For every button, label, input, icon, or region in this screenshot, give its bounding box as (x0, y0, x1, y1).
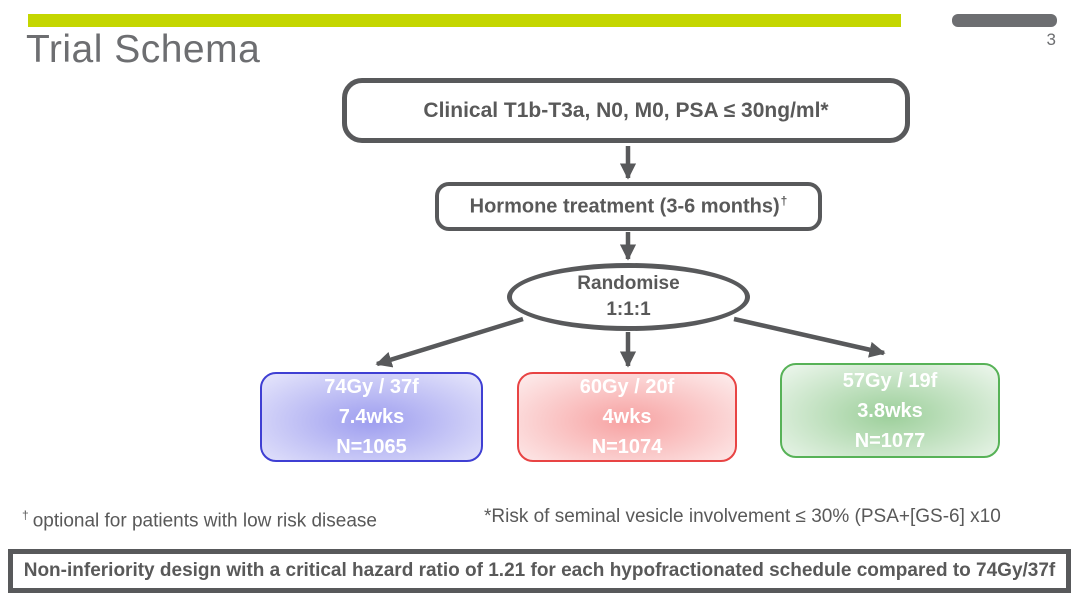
footnote-dagger-text: optional for patients with low risk dise… (32, 510, 377, 532)
arm-box-74gy: 74Gy / 37f 7.4wks N=1065 (260, 372, 483, 462)
randomise-ratio: 1:1:1 (606, 299, 651, 320)
non-inferiority-note-box: Non-inferiority design with a critical h… (8, 549, 1071, 593)
footnote-asterisk-text: *Risk of seminal vesicle involvement ≤ 3… (484, 506, 1001, 527)
arm-dose: 57Gy / 19f (842, 369, 938, 392)
hormone-box: Hormone treatment (3-6 months)† (435, 182, 822, 231)
arm-enrolled: N=1077 (854, 429, 926, 452)
non-inferiority-note: Non-inferiority design with a critical h… (23, 560, 1056, 581)
corner-bar (952, 14, 1057, 27)
arm-duration: 3.8wks (857, 399, 923, 422)
eligibility-label: Clinical T1b-T3a, N0, M0, PSA ≤ 30ng/ml* (423, 98, 829, 122)
randomise-ellipse: Randomise 1:1:1 (507, 263, 750, 331)
accent-bar (28, 14, 901, 27)
arm-dose: 74Gy / 37f (324, 376, 419, 398)
arm-dose: 60Gy / 20f (579, 376, 675, 398)
arm-enrolled: N=1074 (591, 436, 663, 458)
randomise-label: Randomise (577, 273, 680, 295)
footnote-asterisk: *Risk of seminal vesicle involvement ≤ 3… (484, 506, 1001, 528)
arm-box-60gy: 60Gy / 20f 4wks N=1074 (517, 372, 737, 462)
arrow-randomise-to-arm1 (375, 316, 524, 368)
arm-duration: 4wks (602, 406, 652, 428)
footnote-dagger: † optional for patients with low risk dis… (22, 508, 377, 532)
arm-duration: 7.4wks (338, 406, 405, 428)
hormone-dagger-superscript: † (780, 194, 788, 209)
arm-enrolled: N=1065 (336, 436, 407, 458)
dagger-symbol: † (22, 508, 29, 522)
eligibility-box: Clinical T1b-T3a, N0, M0, PSA ≤ 30ng/ml* (342, 78, 910, 143)
hormone-label: Hormone treatment (3-6 months)† (469, 194, 788, 218)
page-title: Trial Schema (26, 28, 261, 71)
arrow-randomise-to-arm3 (733, 316, 886, 358)
arm-box-57gy: 57Gy / 19f 3.8wks N=1077 (780, 363, 1000, 458)
page-number: 3 (1046, 30, 1056, 49)
